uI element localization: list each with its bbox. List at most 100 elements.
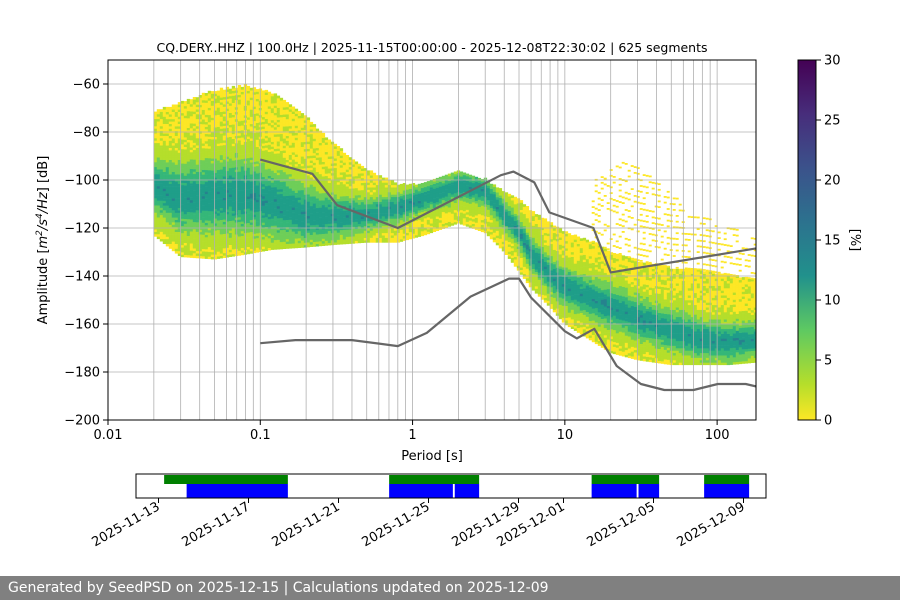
psd-cell bbox=[237, 94, 242, 98]
psd-cell bbox=[264, 233, 269, 237]
psd-cell bbox=[453, 217, 458, 220]
psd-cell bbox=[183, 206, 188, 210]
psd-cell bbox=[207, 256, 212, 260]
psd-cell bbox=[303, 230, 308, 234]
psd-cell bbox=[288, 190, 293, 194]
psd-cell bbox=[414, 201, 419, 205]
psd-cell bbox=[324, 214, 329, 217]
psd-cell bbox=[225, 242, 230, 246]
psd-cell bbox=[180, 177, 185, 181]
psd-cell bbox=[270, 156, 275, 159]
psd-cell bbox=[291, 171, 296, 174]
psd-cell bbox=[378, 182, 383, 186]
psd-cell bbox=[171, 171, 176, 175]
psd-cell bbox=[264, 125, 269, 129]
psd-cell bbox=[372, 228, 377, 231]
psd-cell bbox=[231, 162, 236, 166]
psd-cell bbox=[267, 216, 272, 220]
psd-cell bbox=[378, 180, 383, 183]
psd-cell bbox=[201, 193, 206, 197]
psd-cell bbox=[345, 198, 350, 201]
psd-cell bbox=[210, 158, 215, 161]
psd-cell bbox=[366, 223, 371, 226]
psd-cell bbox=[171, 193, 176, 196]
psd-cell bbox=[207, 198, 212, 202]
psd-cell bbox=[312, 205, 317, 209]
psd-cell bbox=[393, 204, 398, 207]
psd-cell bbox=[315, 205, 320, 209]
psd-cell bbox=[288, 214, 293, 218]
psd-cell bbox=[210, 141, 215, 145]
psd-cell bbox=[264, 104, 269, 107]
psd-cell bbox=[267, 206, 272, 210]
psd-cell bbox=[237, 161, 242, 165]
psd-cell bbox=[327, 216, 332, 219]
psd-cell bbox=[216, 232, 221, 235]
psd-cell bbox=[276, 244, 281, 248]
psd-cell bbox=[249, 193, 254, 197]
psd-cell bbox=[261, 191, 266, 194]
psd-cell bbox=[333, 184, 338, 188]
psd-cell bbox=[192, 190, 197, 194]
psd-cell bbox=[201, 186, 206, 190]
psd-cell bbox=[408, 217, 413, 221]
psd-cell bbox=[192, 128, 197, 131]
psd-cell bbox=[228, 232, 233, 236]
psd-cell bbox=[240, 214, 245, 217]
psd-cell bbox=[318, 200, 323, 203]
psd-cell bbox=[204, 169, 209, 173]
psd-cell bbox=[213, 167, 218, 171]
psd-cell bbox=[249, 229, 254, 233]
psd-cell bbox=[222, 236, 227, 239]
psd-cell bbox=[183, 242, 188, 246]
psd-cell bbox=[192, 197, 197, 201]
psd-cell bbox=[315, 229, 320, 233]
psd-cell bbox=[336, 177, 341, 180]
psd-cell bbox=[222, 180, 227, 184]
psd-cell bbox=[198, 133, 203, 137]
psd-cell bbox=[294, 142, 299, 145]
psd-cell bbox=[402, 226, 407, 229]
psd-cell bbox=[423, 186, 428, 190]
psd-cell bbox=[225, 115, 230, 119]
psd-cell bbox=[192, 133, 197, 136]
psd-cell bbox=[327, 206, 332, 210]
psd-cell bbox=[279, 177, 284, 180]
psd-cell bbox=[300, 173, 305, 176]
psd-cell bbox=[402, 192, 407, 196]
psd-cell bbox=[270, 201, 275, 205]
psd-cell bbox=[315, 128, 320, 132]
psd-cell bbox=[219, 147, 224, 151]
psd-cell bbox=[261, 136, 266, 139]
psd-cell bbox=[228, 184, 233, 188]
psd-cell bbox=[294, 233, 299, 237]
psd-cell bbox=[255, 158, 260, 162]
psd-cell bbox=[390, 201, 395, 205]
psd-cell bbox=[213, 244, 218, 248]
psd-cell bbox=[291, 142, 296, 146]
psd-cell bbox=[327, 218, 332, 222]
psd-cell bbox=[402, 204, 407, 208]
psd-cell bbox=[345, 169, 350, 173]
psd-cell bbox=[240, 125, 245, 128]
psd-cell bbox=[318, 195, 323, 199]
psd-cell bbox=[279, 227, 284, 231]
psd-cell bbox=[288, 106, 293, 110]
psd-cell bbox=[372, 220, 377, 224]
psd-cell bbox=[210, 143, 215, 147]
psd-cell bbox=[417, 210, 422, 213]
psd-cell bbox=[183, 132, 188, 135]
psd-cell bbox=[255, 127, 260, 131]
psd-cell bbox=[321, 161, 326, 165]
psd-cell bbox=[393, 187, 398, 190]
psd-cell bbox=[246, 155, 251, 159]
psd-cell bbox=[273, 155, 278, 159]
psd-cell bbox=[375, 208, 380, 212]
psd-cell bbox=[219, 202, 224, 206]
psd-cell bbox=[324, 183, 329, 186]
psd-cell bbox=[303, 192, 308, 195]
psd-cell bbox=[207, 186, 212, 190]
psd-cell bbox=[216, 203, 221, 207]
psd-cell bbox=[357, 240, 362, 244]
psd-cell bbox=[207, 162, 212, 166]
